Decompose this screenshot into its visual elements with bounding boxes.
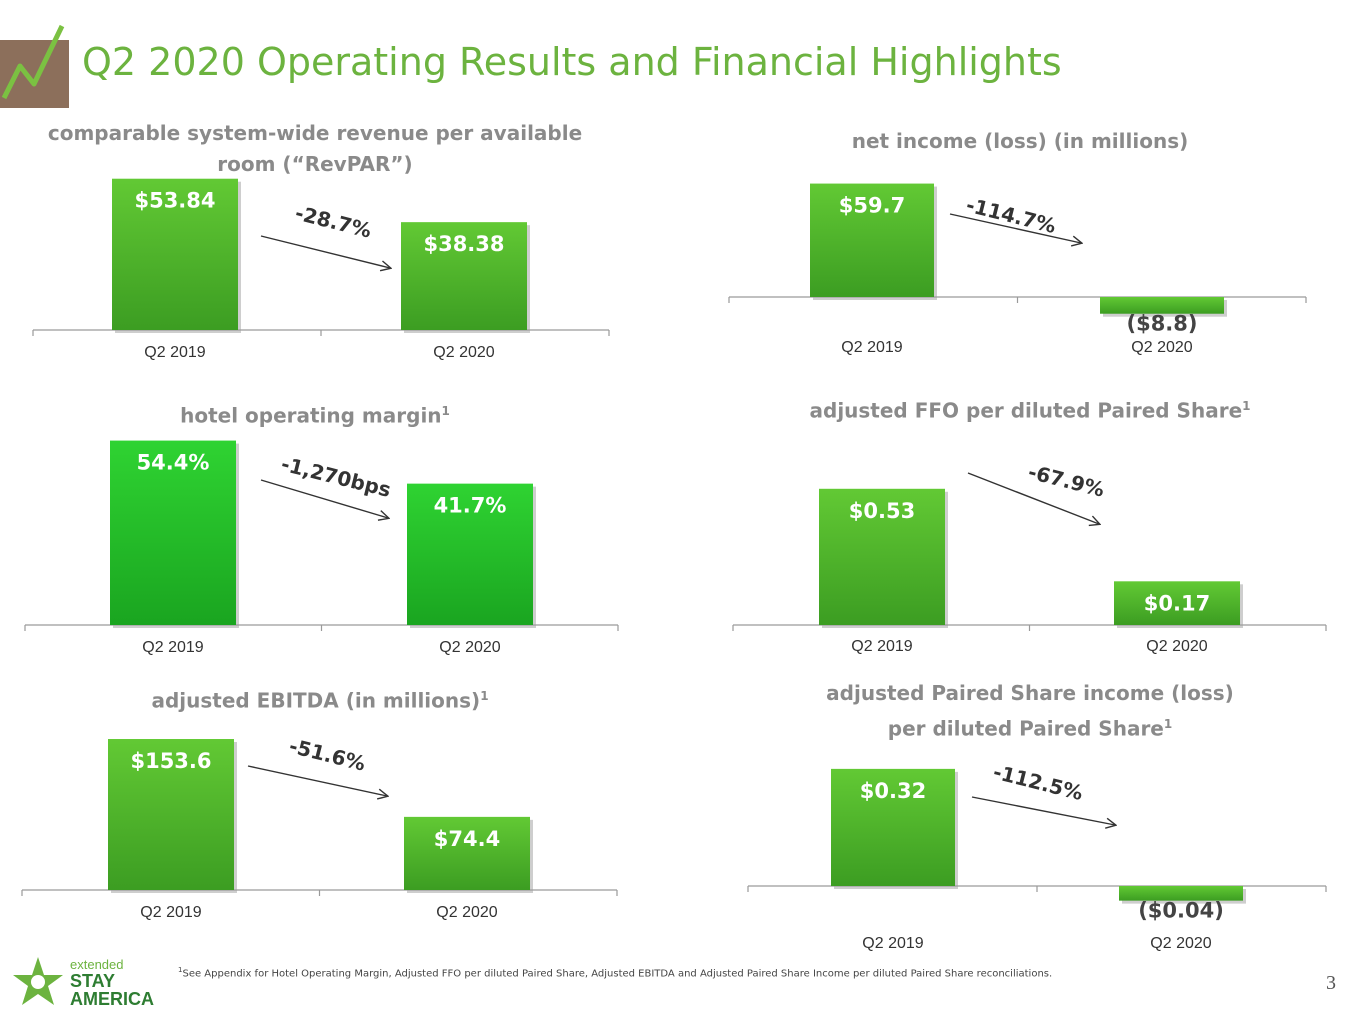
bar-q2-2019	[110, 440, 236, 625]
category-label: Q2 2019	[851, 638, 912, 655]
data-label: $0.53	[849, 499, 915, 523]
panel-title-adj-ebitda: adjusted EBITDA (in millions)1	[151, 688, 489, 713]
page-number: 3	[1326, 972, 1336, 994]
data-label: $59.7	[839, 194, 905, 218]
bar-q2-2020	[407, 483, 533, 625]
category-label: Q2 2019	[862, 935, 923, 952]
bar-q2-2019	[112, 178, 238, 330]
star-icon	[13, 957, 63, 1005]
brand-line-2: STAY	[70, 971, 116, 991]
data-label: ($8.8)	[1126, 312, 1197, 336]
category-label: Q2 2019	[841, 339, 902, 356]
brand-line-1: extended	[70, 957, 124, 972]
panel-title-net-income: net income (loss) (in millions)	[851, 129, 1189, 153]
bar-q2-2019	[108, 739, 234, 890]
logo-mark	[0, 24, 69, 108]
data-label: $74.4	[434, 827, 500, 851]
change-label: -112.5%	[991, 760, 1086, 805]
change-label: -1,270bps	[279, 452, 394, 502]
data-label: 41.7%	[434, 494, 507, 518]
data-label: $53.84	[134, 189, 215, 213]
category-label: Q2 2020	[436, 904, 497, 921]
bar-q2-2019	[831, 768, 955, 886]
bar-q2-2020	[1100, 297, 1224, 314]
category-label: Q2 2019	[142, 639, 203, 656]
category-label: Q2 2020	[1131, 339, 1192, 356]
change-arrow	[260, 235, 390, 268]
change-arrow	[949, 213, 1081, 243]
category-label: Q2 2020	[439, 639, 500, 656]
change-label: -114.7%	[964, 193, 1059, 238]
data-label: ($0.04)	[1138, 899, 1224, 923]
footnote: 1See Appendix for Hotel Operating Margin…	[178, 966, 1053, 980]
data-label: 54.4%	[137, 451, 210, 475]
bar-q2-2020	[401, 222, 527, 330]
data-label: $0.32	[860, 779, 926, 803]
panel-title-revpar: comparable system-wide revenue per avail…	[47, 121, 583, 176]
change-arrow	[260, 479, 388, 518]
panel-title-adj-paired-income: adjusted Paired Share income (loss) per …	[826, 681, 1234, 741]
change-label: -67.9%	[1026, 460, 1107, 502]
bar-q2-2019	[819, 488, 945, 625]
change-arrow	[971, 796, 1115, 825]
brand-line-3: AMERICA	[70, 989, 154, 1009]
brand-logo: extended STAY AMERICA	[12, 955, 182, 1015]
bar-q2-2020	[1114, 581, 1240, 625]
category-label: Q2 2020	[1150, 935, 1211, 952]
data-label: $38.38	[423, 232, 504, 256]
category-label: Q2 2019	[144, 344, 205, 361]
bar-q2-2020	[404, 816, 530, 890]
change-label: -51.6%	[287, 734, 368, 776]
chart-line-icon	[1, 24, 65, 100]
panel-title-hotel-margin: hotel operating margin1	[180, 403, 450, 428]
change-label: -28.7%	[293, 201, 374, 243]
category-label: Q2 2020	[433, 344, 494, 361]
change-arrow	[967, 472, 1099, 524]
category-label: Q2 2020	[1146, 638, 1207, 655]
change-arrow	[247, 765, 387, 796]
category-label: Q2 2019	[140, 904, 201, 921]
panel-title-adj-ffo: adjusted FFO per diluted Paired Share1	[809, 398, 1251, 423]
page-title: Q2 2020 Operating Results and Financial …	[82, 40, 1062, 84]
bar-q2-2019	[810, 183, 934, 297]
data-label: $0.17	[1144, 591, 1210, 615]
data-label: $153.6	[130, 749, 211, 773]
bar-q2-2020	[1119, 886, 1243, 901]
